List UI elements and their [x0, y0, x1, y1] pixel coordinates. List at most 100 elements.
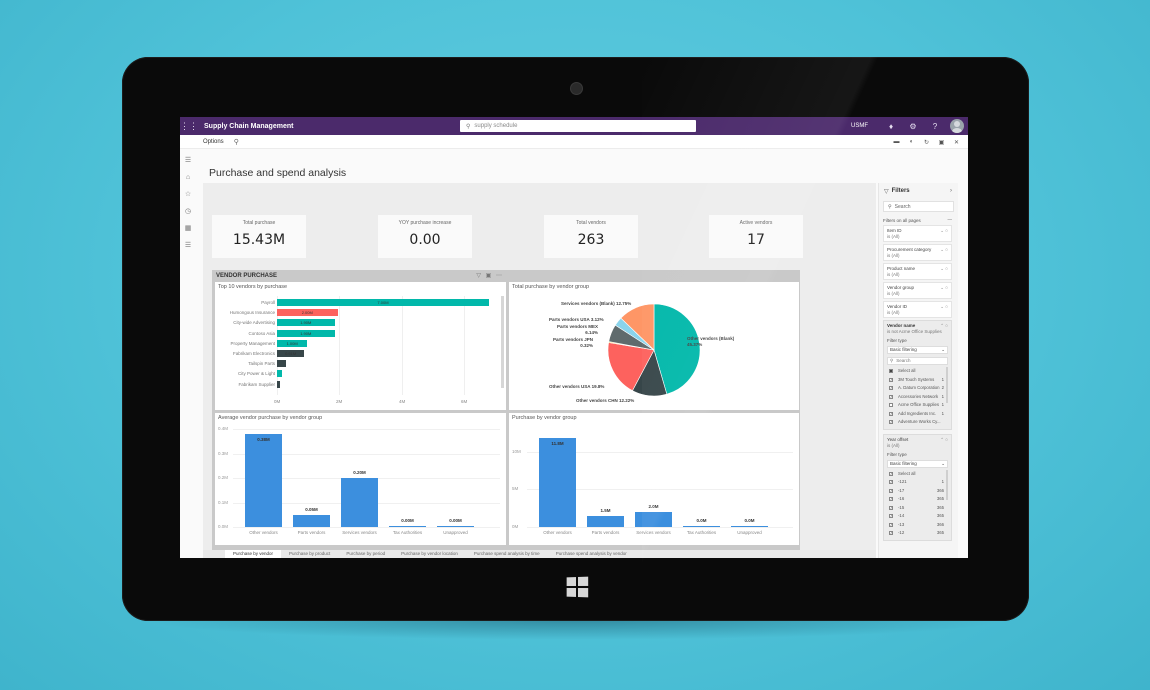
- checkbox[interactable]: ✓: [889, 531, 893, 536]
- kpi-card-total-vendors[interactable]: Total vendors 263: [544, 215, 638, 258]
- filter-card-vendor-name[interactable]: Vendor name is not Acme Office Supplies …: [883, 320, 952, 430]
- avg-vendor-purchase-chart[interactable]: Average vendor purchase by vendor group …: [215, 413, 506, 545]
- tab-purchase-by-period[interactable]: Purchase by period: [346, 551, 386, 556]
- filter-checkbox-item[interactable]: Select all: [887, 367, 948, 376]
- bar[interactable]: 1.90M: [277, 319, 335, 327]
- windows-logo-icon[interactable]: [566, 576, 589, 598]
- checkbox[interactable]: ✓: [889, 514, 893, 519]
- expand-chevron-icon[interactable]: ⌄ ○: [940, 228, 948, 233]
- filter-icon[interactable]: ▽: [476, 273, 481, 279]
- top-vendors-chart[interactable]: Top 10 vendors by purchase Payroll 7.00M H…: [215, 282, 506, 410]
- help-icon[interactable]: ?: [932, 121, 938, 131]
- checkbox[interactable]: ✓: [889, 386, 893, 391]
- bar[interactable]: [635, 511, 672, 527]
- global-search-input[interactable]: ⚲ supply schedule: [460, 120, 696, 132]
- tab-spend-analysis-by-vendor[interactable]: Purchase spend analysis by vendor: [555, 551, 627, 556]
- checkbox[interactable]: ✓: [889, 522, 893, 527]
- bar[interactable]: 7.00M: [277, 299, 489, 306]
- filter-card[interactable]: Product name is (All) ⌄ ○: [883, 263, 952, 280]
- filters-search-input[interactable]: ⚲ Search: [883, 201, 954, 212]
- bar-row[interactable]: Tailspin Parts: [215, 360, 506, 368]
- filter-checkbox-item[interactable]: ✓ Select all: [887, 470, 948, 479]
- collapse-chevron-icon[interactable]: ⌃ ○: [940, 436, 948, 442]
- pie-slice[interactable]: [620, 303, 655, 351]
- filter-type-select[interactable]: Basic filtering ⌄: [887, 459, 948, 468]
- chart-scrollbar[interactable]: [501, 296, 504, 388]
- tab-spend-analysis-by-time[interactable]: Purchase spend analysis by time: [473, 551, 540, 556]
- filter-checkbox-item[interactable]: ✓ -12 365: [887, 529, 948, 538]
- options-tab[interactable]: Options: [203, 138, 224, 145]
- filter-card-year-offset[interactable]: Year offset is (All) ⌃ ○ Filter type Bas…: [883, 433, 952, 541]
- bar-row[interactable]: Fabrikam Supplier: [215, 380, 506, 389]
- filter-checkbox-item[interactable]: ✓ A. Datum Corporation 2: [887, 384, 948, 393]
- checkbox[interactable]: [889, 369, 893, 374]
- bar[interactable]: [683, 526, 720, 527]
- bar[interactable]: [293, 514, 330, 527]
- recent-clock-icon[interactable]: ◷: [184, 208, 192, 215]
- checkbox[interactable]: ✓: [889, 480, 893, 485]
- checkbox[interactable]: ✓: [889, 471, 893, 476]
- modules-list-icon[interactable]: ☰: [184, 242, 192, 249]
- filter-checkbox-item[interactable]: ✓ -14 365: [887, 512, 948, 521]
- close-icon[interactable]: ✕: [953, 139, 960, 146]
- gear-icon[interactable]: ⚙: [909, 121, 917, 131]
- filter-checkbox-item[interactable]: Acme Office Supplies 1: [887, 401, 948, 410]
- bar[interactable]: 1.00M: [277, 339, 308, 347]
- bar[interactable]: [389, 526, 426, 527]
- tab-scroll-arrows[interactable]: [203, 550, 225, 558]
- kpi-card-active-vendors[interactable]: Active vendors 17: [709, 215, 803, 258]
- bar-row[interactable]: Fabrikam Electronics 0.91M: [215, 350, 506, 358]
- filter-checkbox-item[interactable]: ✓ Adventure Works Cy...: [887, 418, 948, 427]
- bar-row[interactable]: City-wide Advertising 1.90M: [215, 319, 506, 327]
- bar[interactable]: [587, 515, 624, 527]
- bar-row[interactable]: City Power & Light: [215, 370, 506, 378]
- checkbox[interactable]: ✓: [889, 377, 893, 382]
- expand-chevron-icon[interactable]: ⌄ ○: [940, 304, 948, 309]
- expand-chevron-icon[interactable]: ⌄ ○: [940, 285, 948, 290]
- pie-slice[interactable]: [607, 342, 655, 392]
- filter-card[interactable]: Procurement category is (All) ⌄ ○: [883, 244, 952, 261]
- tab-purchase-by-product[interactable]: Purchase by product: [289, 551, 331, 556]
- more-options-icon[interactable]: ⋯: [496, 273, 502, 279]
- filter-checkbox-item[interactable]: ✓ -17 366: [887, 487, 948, 496]
- bar[interactable]: 2.00M: [277, 309, 338, 317]
- checkbox[interactable]: ✓: [889, 497, 893, 502]
- filter-checkbox-item[interactable]: ✓ -13 366: [887, 521, 948, 530]
- tab-purchase-by-vendor-location[interactable]: Purchase by vendor location: [401, 551, 458, 556]
- app-title[interactable]: Supply Chain Management: [204, 122, 294, 130]
- filter-checkbox-item[interactable]: ✓ -15 365: [887, 504, 948, 513]
- bar-row[interactable]: Property Management 1.00M: [215, 339, 506, 348]
- expand-chevron-icon[interactable]: ⌄ ○: [940, 247, 948, 252]
- home-icon[interactable]: ⌂: [185, 174, 191, 181]
- filter-card[interactable]: Vendor group is (All) ⌄ ○: [883, 282, 952, 299]
- checkbox[interactable]: ✓: [889, 488, 893, 493]
- bar[interactable]: 1.90M: [277, 329, 335, 337]
- popout-icon[interactable]: ▣: [938, 139, 945, 146]
- workspaces-icon[interactable]: ▦: [184, 225, 192, 232]
- hamburger-icon[interactable]: ☰: [184, 157, 192, 164]
- refresh-icon[interactable]: ↻: [923, 139, 930, 146]
- checkbox[interactable]: [889, 403, 893, 408]
- filter-checkbox-item[interactable]: ✓ -121 1: [887, 478, 948, 487]
- focus-mode-icon[interactable]: ▣: [485, 273, 492, 279]
- tab-purchase-by-vendor[interactable]: Purchase by vendor: [225, 550, 282, 558]
- bar-row[interactable]: Humongous Insurance 2.00M: [215, 309, 506, 317]
- bar[interactable]: 0.91M: [277, 350, 305, 357]
- bar[interactable]: [341, 478, 378, 527]
- bar[interactable]: [731, 526, 768, 527]
- checkbox[interactable]: ✓: [889, 394, 893, 399]
- filter-values-search[interactable]: ⚲ Search: [887, 357, 948, 365]
- link-icon[interactable]: ▬: [893, 139, 900, 145]
- bar[interactable]: [245, 433, 282, 527]
- list-scrollbar[interactable]: [946, 367, 948, 403]
- kpi-card-total-purchase[interactable]: Total purchase 15.43M: [212, 215, 306, 258]
- checkbox[interactable]: ✓: [889, 420, 893, 425]
- bar[interactable]: [539, 438, 576, 527]
- filter-checkbox-item[interactable]: ✓ Add Ingredients Inc. 1: [887, 410, 948, 419]
- collapse-filters-chevron-icon[interactable]: ›: [950, 188, 952, 194]
- filter-type-select[interactable]: Basic filtering ⌄: [887, 346, 948, 354]
- filter-card[interactable]: Item ID is (All) ⌄ ○: [883, 225, 952, 242]
- kpi-card-yoy-increase[interactable]: YOY purchase increase 0.00: [378, 215, 472, 258]
- office-icon[interactable]: ◐: [909, 139, 914, 145]
- expand-chevron-icon[interactable]: ⌄ ○: [940, 266, 948, 271]
